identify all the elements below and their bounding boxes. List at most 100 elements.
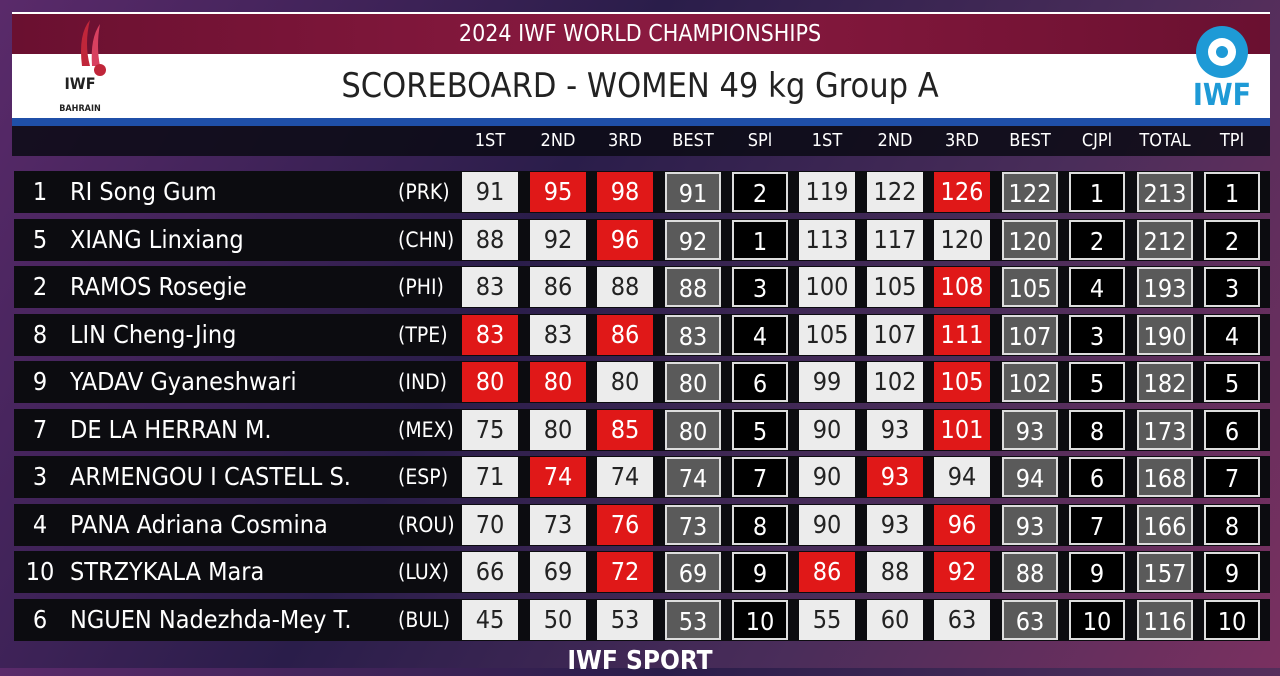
rank-cell: 9 — [1069, 552, 1125, 592]
column-header: BEST — [1009, 130, 1051, 151]
athlete-name: YADAV Gyaneshwari — [70, 367, 297, 396]
best-cell: 120 — [1002, 219, 1058, 260]
right-logo: IWF — [1180, 14, 1270, 118]
attempt-cell: 93 — [867, 457, 923, 497]
attempt-cell: 90 — [799, 409, 855, 450]
rank-cell: 10 — [1069, 599, 1125, 640]
attempt-cell: 122 — [867, 172, 923, 212]
attempt-cell: 63 — [934, 599, 990, 640]
lot-number: 4 — [32, 509, 48, 539]
best-cell: 157 — [1137, 552, 1193, 592]
rank-cell: 7 — [1069, 504, 1125, 545]
lot-number: 10 — [25, 557, 55, 586]
column-header-bar — [12, 126, 1270, 156]
rank-cell: 3 — [1069, 314, 1125, 355]
logo-text: IWF — [64, 74, 96, 93]
attempt-cell: 88 — [597, 267, 653, 307]
rank-cell: 3 — [1204, 267, 1260, 307]
attempt-cell: 76 — [597, 504, 653, 545]
attempt-cell: 90 — [799, 457, 855, 497]
column-header: 1ST — [811, 130, 843, 151]
attempt-cell: 100 — [799, 267, 855, 307]
best-cell: 173 — [1137, 409, 1193, 450]
attempt-cell: 96 — [934, 504, 990, 545]
attempt-cell: 92 — [530, 219, 586, 260]
best-cell: 213 — [1137, 172, 1193, 212]
column-header: 3RD — [944, 130, 980, 151]
attempt-cell: 70 — [462, 504, 518, 545]
rank-cell: 8 — [732, 504, 788, 545]
attempt-cell: 86 — [597, 314, 653, 355]
country: (ESP) — [398, 465, 449, 489]
column-header: 1ST — [474, 130, 506, 151]
attempt-cell: 105 — [799, 314, 855, 355]
country: (LUX) — [398, 560, 449, 584]
attempt-cell: 107 — [867, 314, 923, 355]
attempt-cell: 83 — [462, 314, 518, 355]
subtitle: SCOREBOARD - WOMEN 49 kg Group A — [341, 66, 939, 106]
athlete-name: XIANG Linxiang — [70, 224, 244, 254]
country: (PHI) — [398, 275, 444, 299]
best-cell: 122 — [1002, 172, 1058, 212]
attempt-cell: 75 — [462, 409, 518, 450]
rank-cell: 9 — [1204, 552, 1260, 592]
attempt-cell: 45 — [462, 599, 518, 640]
best-cell: 88 — [665, 267, 721, 307]
best-cell: 168 — [1137, 457, 1193, 497]
attempt-cell: 126 — [934, 172, 990, 212]
rank-cell: 8 — [1204, 504, 1260, 545]
country: (MEX) — [398, 417, 454, 442]
title: 2024 IWF WORLD CHAMPIONSHIPS — [458, 21, 822, 47]
attempt-cell: 88 — [867, 552, 923, 592]
attempt-cell: 74 — [530, 457, 586, 497]
rank-cell: 2 — [1204, 219, 1260, 260]
country: (IND) — [398, 370, 447, 394]
athlete-name: RI Song Gum — [70, 177, 217, 206]
column-header: CJPl — [1081, 130, 1113, 151]
best-cell: 69 — [665, 552, 721, 592]
attempt-cell: 96 — [597, 219, 653, 260]
attempt-cell: 92 — [934, 552, 990, 592]
column-header: 2ND — [540, 130, 576, 151]
best-cell: 107 — [1002, 314, 1058, 355]
attempt-cell: 98 — [597, 172, 653, 212]
attempt-cell: 86 — [530, 267, 586, 307]
attempt-cell: 83 — [462, 267, 518, 307]
best-cell: 102 — [1002, 362, 1058, 402]
rank-cell: 9 — [732, 552, 788, 592]
column-header: TPl — [1219, 130, 1245, 151]
rank-cell: 10 — [732, 599, 788, 640]
column-header: 3RD — [607, 130, 643, 151]
attempt-cell: 93 — [867, 409, 923, 450]
blue-band — [12, 118, 1270, 126]
column-header: SPl — [747, 130, 773, 151]
attempt-cell: 73 — [530, 504, 586, 545]
attempt-cell: 60 — [867, 599, 923, 640]
best-cell: 105 — [1002, 267, 1058, 307]
rank-cell: 4 — [732, 314, 788, 355]
attempt-cell: 71 — [462, 457, 518, 497]
best-cell: 93 — [1002, 409, 1058, 450]
lot-number: 9 — [32, 367, 48, 396]
footer: IWF SPORT — [567, 646, 713, 676]
athlete-name: ARMENGOU I CASTELL S. — [70, 462, 351, 491]
attempt-cell: 108 — [934, 267, 990, 307]
attempt-cell: 55 — [799, 599, 855, 640]
rank-cell: 1 — [1204, 172, 1260, 212]
rank-cell: 4 — [1069, 267, 1125, 307]
attempt-cell: 105 — [934, 362, 990, 402]
rank-cell: 7 — [1204, 457, 1260, 497]
title-bar — [12, 14, 1270, 54]
attempt-cell: 101 — [934, 409, 990, 450]
rank-cell: 6 — [732, 362, 788, 402]
rank-cell: 2 — [1069, 219, 1125, 260]
lot-number: 3 — [32, 462, 48, 491]
athlete-name: DE LA HERRAN M. — [70, 414, 272, 444]
attempt-cell: 80 — [462, 362, 518, 402]
rank-cell: 5 — [1204, 362, 1260, 402]
best-cell: 94 — [1002, 457, 1058, 497]
rank-cell: 7 — [732, 457, 788, 497]
attempt-cell: 80 — [530, 409, 586, 450]
best-cell: 53 — [665, 599, 721, 640]
